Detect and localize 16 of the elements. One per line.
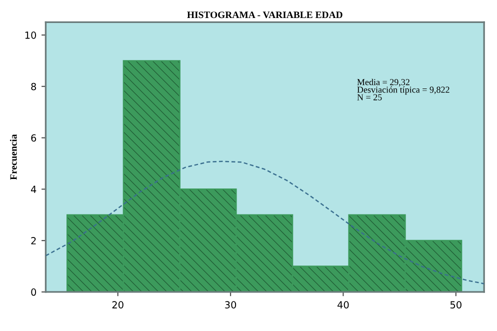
x-tick-label: 50: [450, 301, 462, 308]
y-tick-label: 10: [25, 32, 36, 39]
y-tick-label: 0: [31, 288, 36, 296]
x-tick-label: 30: [225, 301, 236, 308]
line-series: [46, 160, 484, 284]
y-axis-title: Frecuencia: [10, 134, 17, 180]
y-tick-label: 6: [31, 134, 36, 142]
chart-title: HISTOGRAMA - VARIABLE EDAD: [187, 12, 342, 18]
y-tick-label: 8: [31, 82, 36, 90]
x-tick-label: 40: [338, 301, 349, 308]
annotation: Media = 29,32: [357, 78, 410, 86]
x-tick-label: 20: [112, 301, 124, 308]
y-tick-label: 2: [31, 237, 36, 244]
annotation: N = 25: [357, 94, 382, 100]
annotation: Desviación típica = 9,822: [357, 86, 450, 95]
y-tick-label: 4: [30, 186, 36, 193]
